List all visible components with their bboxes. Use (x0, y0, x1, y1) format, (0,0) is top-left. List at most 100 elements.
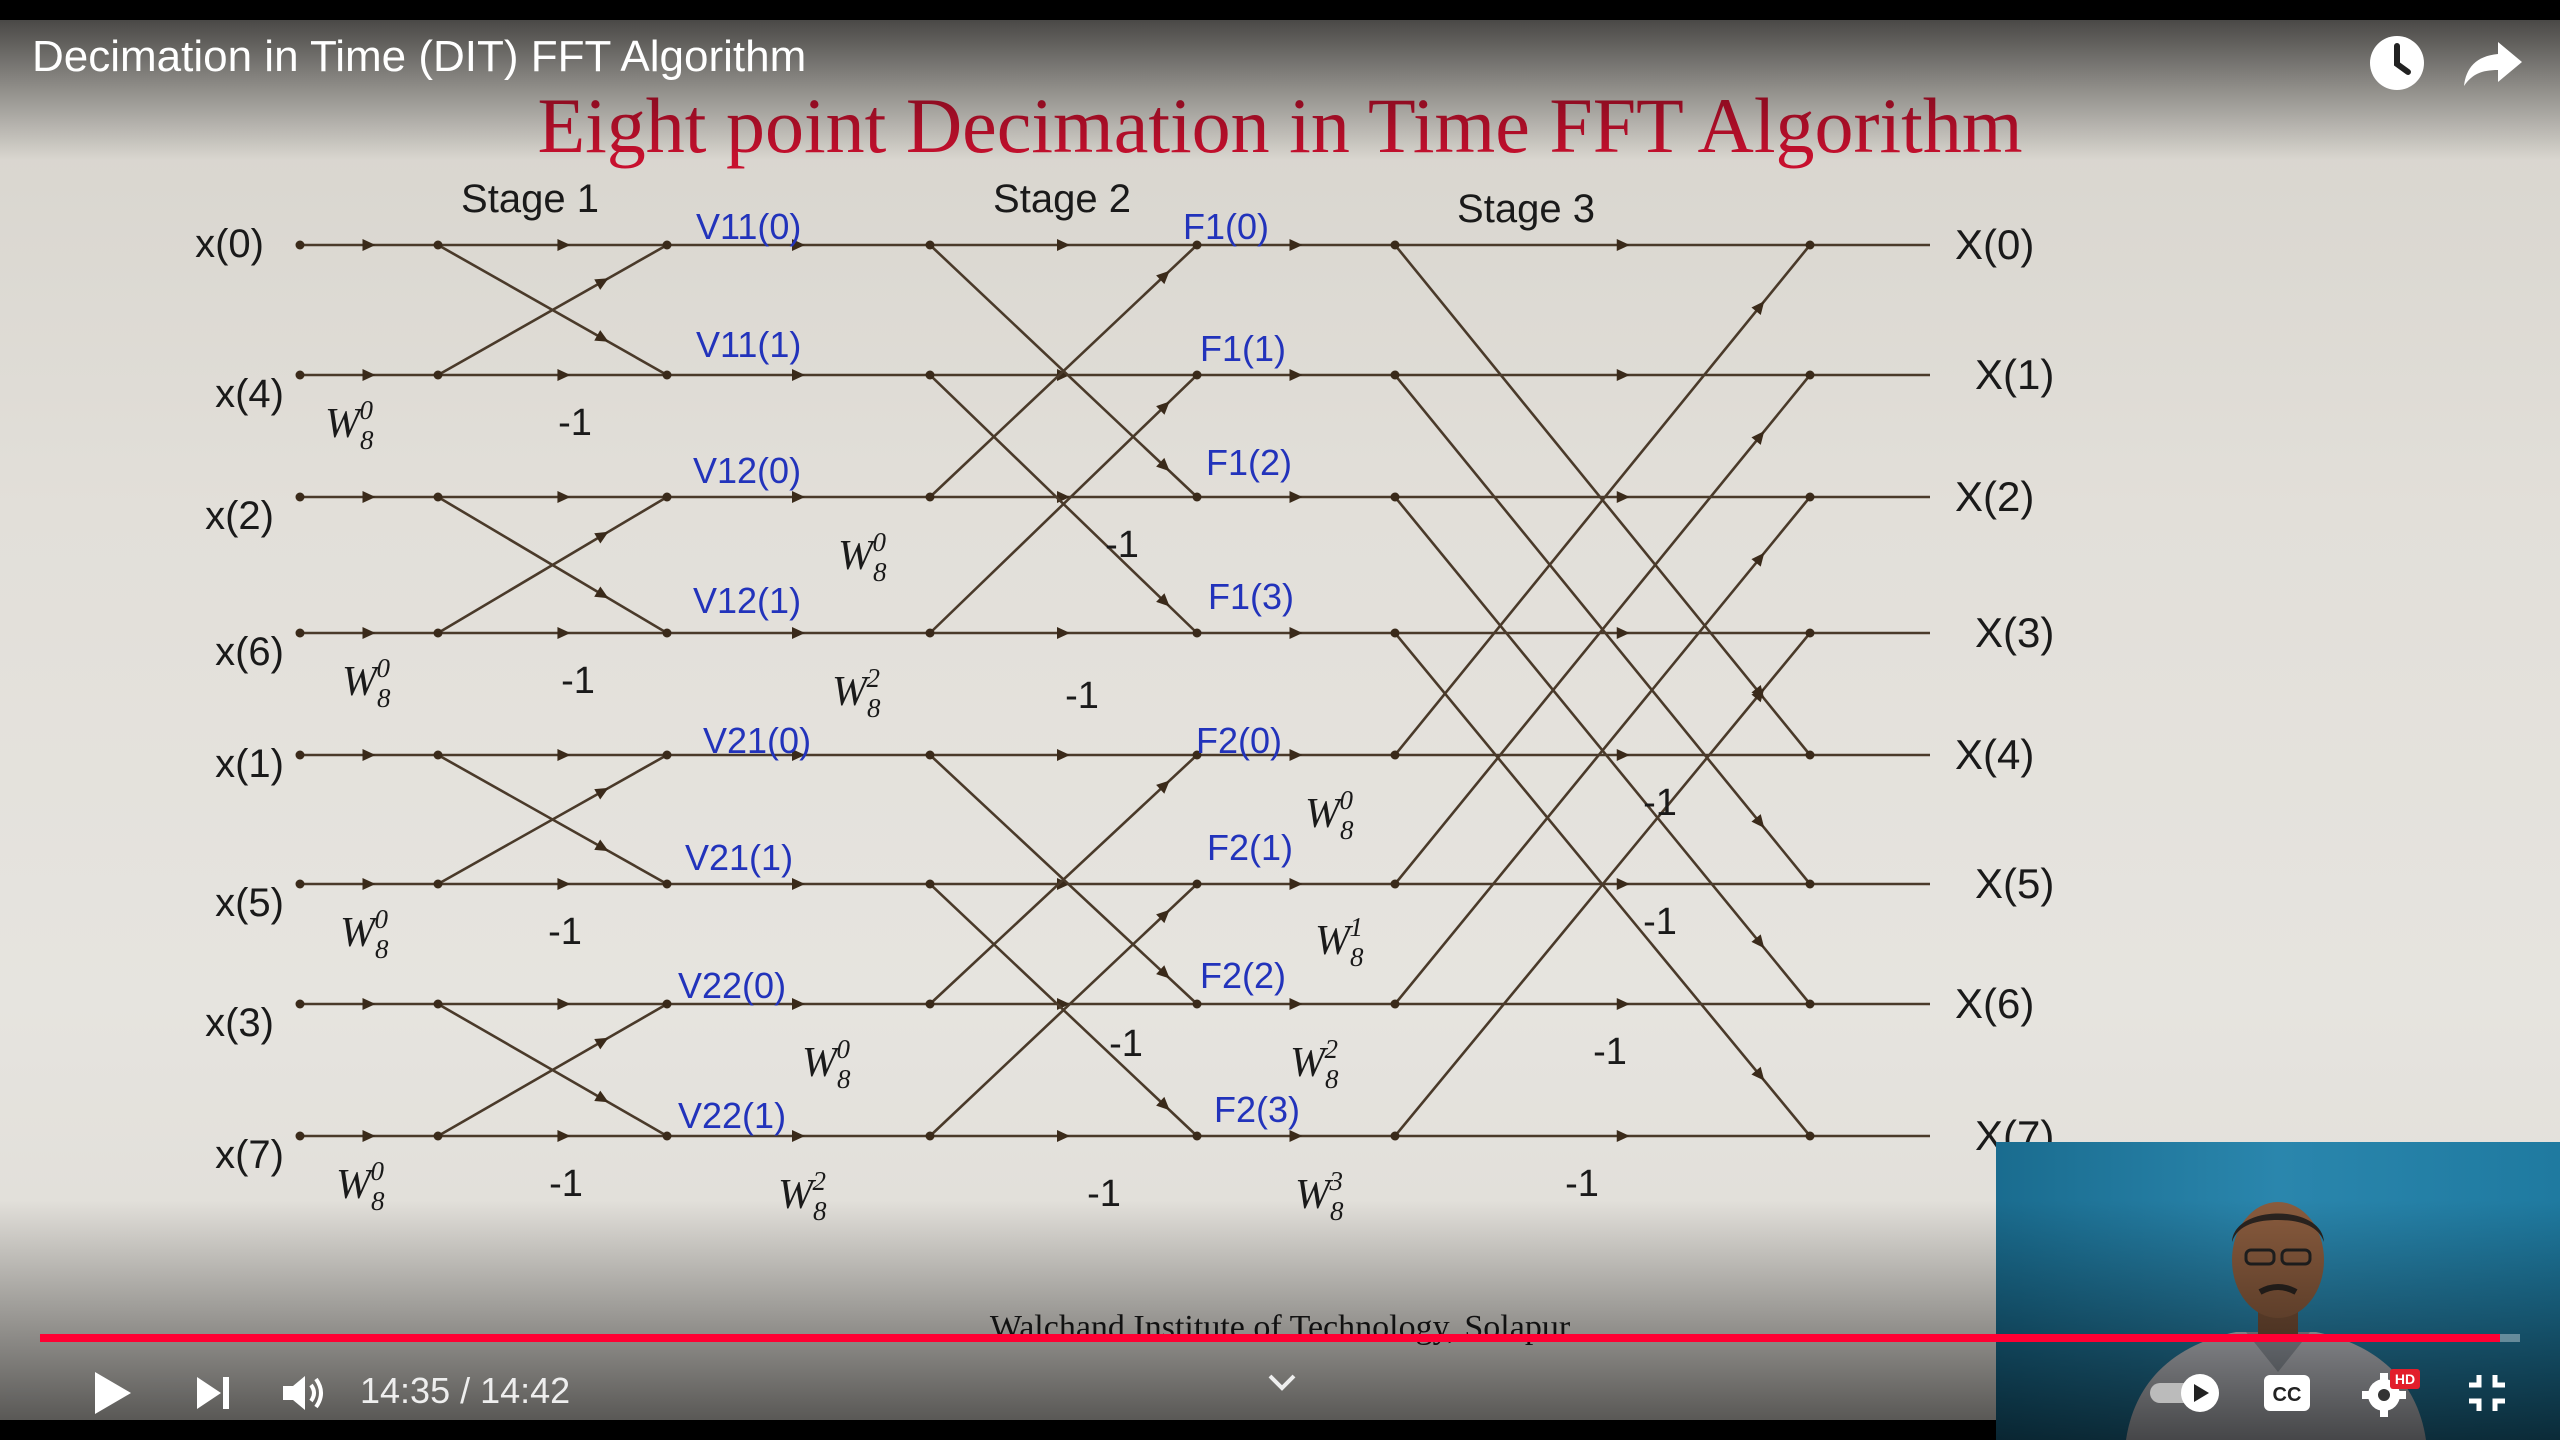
node-dot (433, 370, 443, 380)
arrowhead (557, 749, 571, 761)
arrowhead (362, 749, 376, 761)
node-dot (295, 240, 305, 250)
arrowhead (1289, 1130, 1303, 1142)
output-label-0: X(0) (1955, 221, 2034, 268)
arrowhead (1751, 688, 1765, 703)
node-dot (295, 492, 305, 502)
arrowhead (1616, 491, 1630, 503)
stage1-minus-one-3: -1 (549, 1163, 583, 1205)
stage3-minus-one-2: -1 (1593, 1031, 1627, 1073)
node-dot (662, 750, 672, 760)
arrowhead (792, 998, 805, 1010)
node-dot (662, 240, 672, 250)
node-dot (925, 370, 935, 380)
stage1-twiddle-1: W80 (342, 653, 391, 713)
arrowhead (1156, 593, 1170, 607)
stage-1-heading: Stage 1 (461, 177, 599, 221)
node-dot (1805, 370, 1815, 380)
stage1-node-label-2: V12(0) (693, 450, 801, 491)
slide-title: Eight point Decimation in Time FFT Algor… (537, 82, 2022, 169)
captions-button[interactable]: CC (2252, 1360, 2322, 1426)
node-dot (295, 879, 305, 889)
stage3-twiddle-0: W80 (1305, 785, 1354, 845)
stage2-node-label-2: F1(2) (1206, 442, 1292, 483)
stage1-twiddle-0: W80 (325, 395, 374, 455)
share-button[interactable] (2458, 28, 2528, 98)
video-title[interactable]: Decimation in Time (DIT) FFT Algorithm (32, 32, 807, 81)
play-icon (95, 1372, 131, 1414)
input-label-7: x(7) (215, 1133, 284, 1177)
arrowhead (792, 239, 805, 251)
node-dot (662, 1131, 672, 1141)
arrowhead (594, 330, 609, 342)
stage1-twiddle-2: W80 (340, 904, 389, 964)
arrowhead (557, 491, 571, 503)
exit-fullscreen-button[interactable] (2452, 1360, 2522, 1426)
node-dot (433, 999, 443, 1009)
stage1-cross-up (437, 1002, 668, 1138)
arrowhead (362, 239, 376, 251)
stage2-cross-up (929, 374, 1198, 634)
node-dot (433, 240, 443, 250)
chevron-down-icon[interactable] (1262, 1368, 1302, 1398)
arrowhead (362, 369, 376, 381)
node-dot (1192, 240, 1202, 250)
hd-badge: HD (2395, 1371, 2415, 1387)
volume-button[interactable] (268, 1360, 338, 1426)
output-label-6: X(6) (1955, 980, 2034, 1027)
stage2-minus-one-1: -1 (1065, 675, 1099, 717)
stage2-cross-up (929, 754, 1198, 1005)
cc-text: CC (2273, 1384, 2302, 1406)
stage1-cross-up (437, 243, 668, 377)
node-dot (1390, 999, 1400, 1009)
play-button[interactable] (78, 1360, 148, 1426)
node-dot (1390, 879, 1400, 889)
node-dot (433, 628, 443, 638)
node-dot (925, 999, 935, 1009)
arrowhead (1289, 239, 1303, 251)
node-dot (925, 750, 935, 760)
stage3-cross-up (1393, 374, 1812, 885)
progress-bar[interactable] (40, 1334, 2520, 1342)
node-dot (1192, 370, 1202, 380)
arrowhead (1289, 627, 1303, 639)
arrowhead (1616, 627, 1630, 639)
node-dot (925, 628, 935, 638)
node-dot (925, 240, 935, 250)
node-dot (925, 1131, 935, 1141)
arrowhead (362, 627, 376, 639)
arrowhead (557, 1130, 571, 1142)
watch-later-button[interactable] (2362, 28, 2432, 98)
arrowhead (1156, 270, 1170, 285)
stage-2-heading: Stage 2 (993, 177, 1131, 221)
node-dot (662, 999, 672, 1009)
arrowhead (362, 878, 376, 890)
node-dot (1805, 628, 1815, 638)
next-button[interactable] (178, 1360, 248, 1426)
stage3-cross-up (1393, 632, 1812, 1137)
node-dot (1805, 492, 1815, 502)
time-display: 14:35 / 14:42 (360, 1370, 571, 1411)
clock-icon (2370, 36, 2424, 90)
arrowhead (594, 839, 609, 852)
arrowhead (594, 1090, 609, 1103)
autoplay-toggle[interactable] (2146, 1360, 2226, 1426)
arrowhead (1057, 1130, 1070, 1142)
settings-button[interactable]: HD (2350, 1360, 2430, 1426)
share-arrow-icon (2464, 42, 2522, 86)
stage1-minus-one-2: -1 (548, 911, 582, 953)
input-label-5: x(5) (215, 881, 284, 925)
exit-fullscreen-icon (2469, 1375, 2505, 1411)
node-dot (1390, 240, 1400, 250)
node-dot (433, 1131, 443, 1141)
arrowhead (1616, 878, 1630, 890)
arrowhead (1616, 998, 1630, 1010)
node-dot (1192, 999, 1202, 1009)
stage2-node-label-0: F1(0) (1183, 206, 1269, 247)
arrowhead (362, 491, 376, 503)
node-dot (1805, 1131, 1815, 1141)
node-dot (1192, 628, 1202, 638)
arrowhead (1289, 491, 1303, 503)
stage2-cross-up (929, 883, 1198, 1137)
